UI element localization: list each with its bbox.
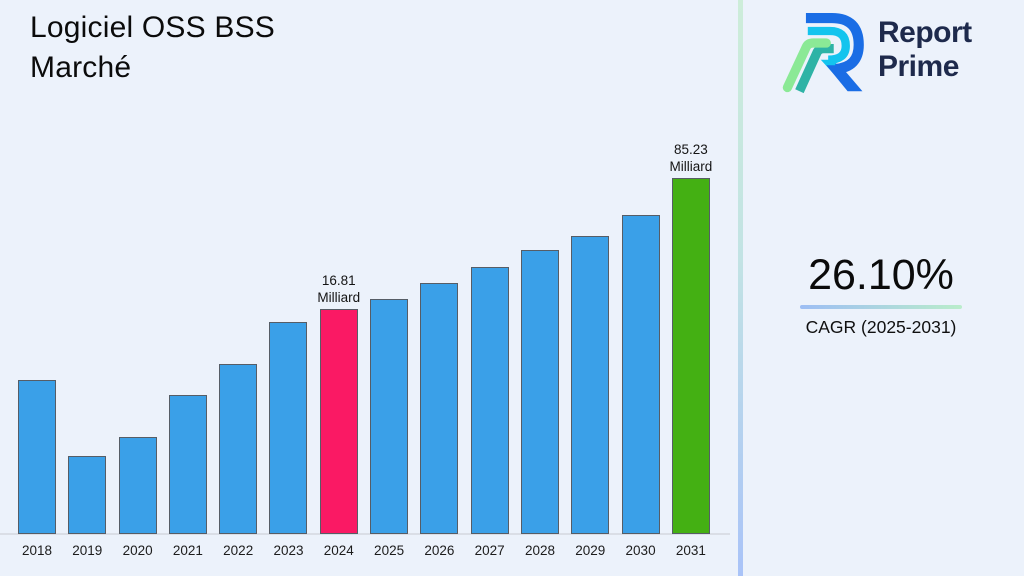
bar-column-2020: 2020 bbox=[118, 437, 157, 558]
x-tick-label-2019: 2019 bbox=[72, 543, 103, 558]
x-tick-label-2029: 2029 bbox=[575, 543, 606, 558]
x-tick-label-2020: 2020 bbox=[122, 543, 153, 558]
chart-title-line2: Marché bbox=[30, 51, 132, 84]
x-tick-label-2030: 2030 bbox=[625, 543, 656, 558]
x-tick-label-2018: 2018 bbox=[21, 543, 53, 558]
bar-2027 bbox=[470, 267, 509, 534]
bar-2029 bbox=[571, 236, 610, 534]
x-tick-label-2027: 2027 bbox=[474, 543, 505, 558]
bar-column-2022: 2022 bbox=[219, 364, 258, 558]
bar-2023 bbox=[269, 322, 308, 534]
x-tick-label-2025: 2025 bbox=[374, 543, 405, 558]
bar-value-label-2024: 16.81 Milliard bbox=[317, 273, 361, 305]
cagr-underline bbox=[800, 305, 962, 309]
chart-title-line1: Logiciel OSS BSS bbox=[30, 11, 275, 44]
bar-column-2031: 85.23 Milliard 2031 bbox=[669, 141, 713, 558]
logo-text-line2: Prime bbox=[878, 50, 959, 83]
bar-value-label-2031: 85.23 Milliard bbox=[669, 142, 713, 174]
chart-title: Logiciel OSS BSS Marché bbox=[30, 8, 275, 88]
bar-2030 bbox=[621, 215, 660, 534]
x-tick-label-2028: 2028 bbox=[524, 543, 555, 558]
cagr-panel: 26.10% CAGR (2025-2031) bbox=[745, 252, 1017, 338]
bar-2022 bbox=[219, 364, 258, 534]
cagr-caption: CAGR (2025-2031) bbox=[805, 317, 957, 337]
bar-column-2029: 2029 bbox=[571, 236, 610, 558]
bar-column-2021: 2021 bbox=[168, 395, 207, 558]
bar-2024 bbox=[319, 309, 358, 534]
bar-column-2028: 2028 bbox=[520, 250, 559, 558]
bar-column-2025: 2025 bbox=[370, 299, 409, 558]
bar-column-2018: 2018 bbox=[18, 380, 56, 558]
x-tick-label-2026: 2026 bbox=[424, 543, 455, 558]
bar-2018 bbox=[18, 380, 56, 534]
report-prime-logo-text: Report Prime bbox=[878, 16, 972, 84]
bar-column-2027: 2027 bbox=[470, 267, 509, 558]
x-tick-label-2031: 2031 bbox=[675, 543, 706, 558]
bar-column-2023: 2023 bbox=[269, 322, 308, 558]
x-tick-label-2021: 2021 bbox=[172, 543, 203, 558]
bar-2026 bbox=[420, 283, 459, 534]
cagr-value: 26.10% bbox=[808, 251, 954, 299]
bars-row: 2018 2019 2020 2021 2022 2023 16.81 Milliard 202… bbox=[18, 141, 713, 558]
bar-2031 bbox=[671, 178, 710, 534]
report-prime-logo-icon bbox=[782, 12, 864, 94]
bar-2021 bbox=[168, 395, 207, 534]
bar-2020 bbox=[118, 437, 157, 534]
logo-text-line1: Report bbox=[878, 16, 972, 49]
x-tick-label-2023: 2023 bbox=[273, 543, 304, 558]
bar-column-2024: 16.81 Milliard 2024 bbox=[317, 272, 361, 558]
x-tick-label-2022: 2022 bbox=[223, 543, 254, 558]
bar-column-2030: 2030 bbox=[621, 215, 660, 558]
bar-2028 bbox=[520, 250, 559, 534]
vertical-divider bbox=[738, 0, 743, 576]
x-tick-label-2024: 2024 bbox=[323, 543, 354, 558]
bar-column-2019: 2019 bbox=[68, 456, 107, 558]
x-axis-line bbox=[0, 533, 730, 535]
bar-2019 bbox=[68, 456, 107, 534]
report-prime-logo: Report Prime bbox=[780, 6, 972, 94]
bar-2025 bbox=[370, 299, 409, 534]
bar-column-2026: 2026 bbox=[420, 283, 459, 558]
